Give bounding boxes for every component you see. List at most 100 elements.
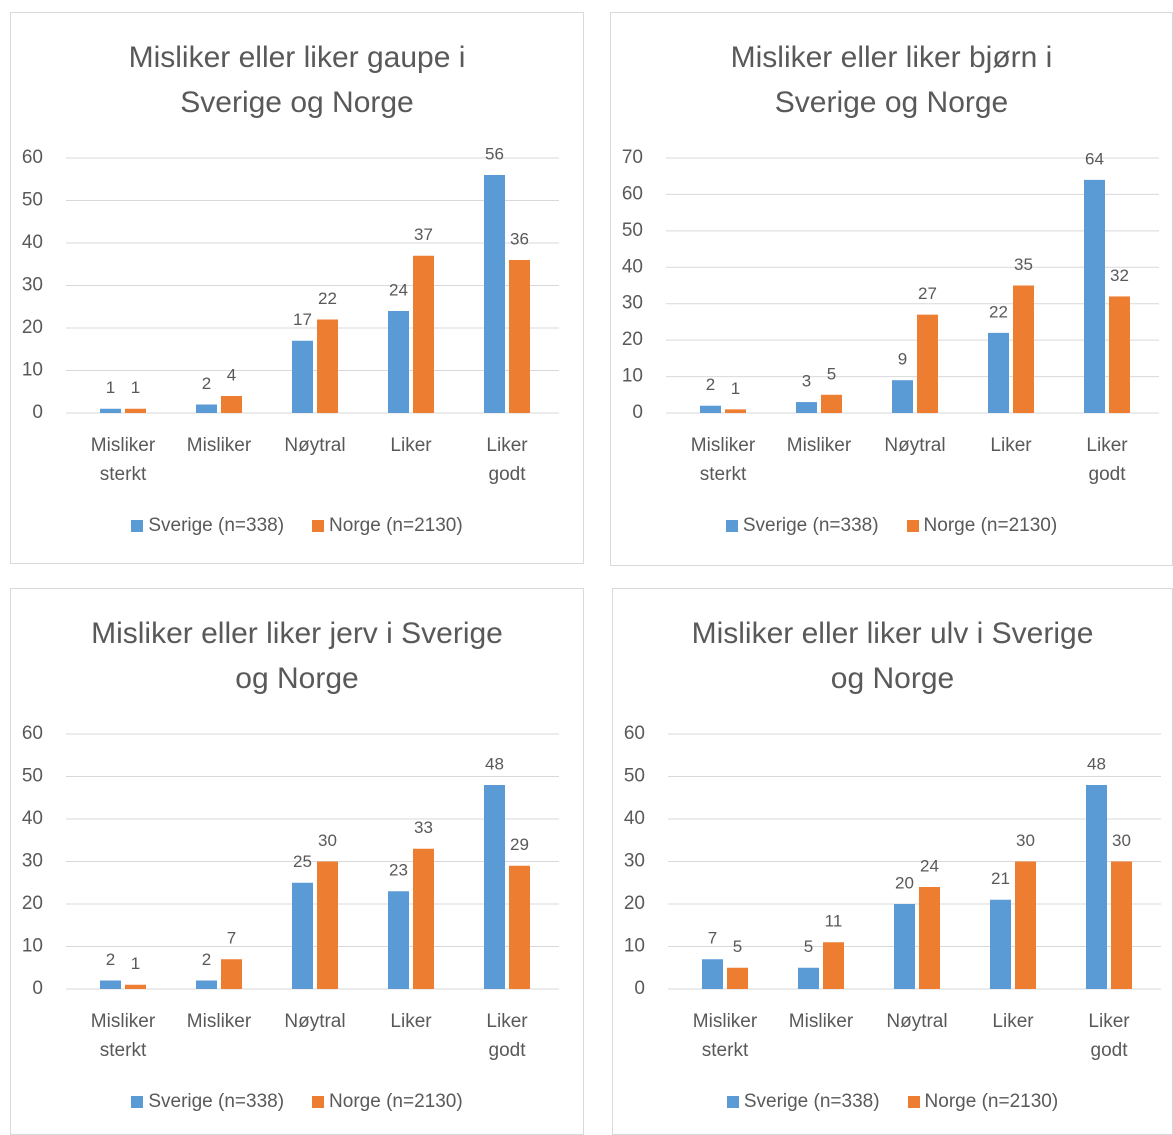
y-tick-label: 0 (634, 978, 645, 999)
y-tick-label: 10 (22, 360, 43, 381)
data-label: 9 (898, 350, 907, 369)
bar (894, 904, 915, 989)
x-tick-label: Liker (390, 1011, 432, 1032)
chart-panel: Misliker eller liker ulv i Sverige og No… (612, 588, 1173, 1135)
data-label: 24 (920, 856, 939, 875)
data-label: 2 (706, 375, 715, 394)
data-label: 48 (485, 754, 504, 773)
bar (221, 959, 242, 989)
bar (317, 319, 338, 413)
x-tick-label: Liker godt (486, 435, 528, 485)
y-tick-label: 0 (632, 402, 643, 423)
bar (125, 408, 146, 413)
data-label: 48 (1087, 754, 1106, 773)
legend-entry: Sverige (n=338) (726, 1091, 880, 1113)
legend-swatch (131, 520, 144, 532)
x-tick-label: Misliker sterkt (690, 435, 756, 485)
data-label: 25 (293, 852, 312, 871)
bar (125, 984, 146, 989)
bar (892, 380, 913, 413)
data-label: 24 (389, 280, 408, 299)
data-label: 1 (731, 379, 740, 398)
legend-swatch (131, 1096, 144, 1108)
data-label: 2 (202, 374, 211, 393)
bar (917, 314, 938, 413)
bar (1013, 285, 1034, 413)
bar (484, 785, 505, 989)
y-tick-label: 20 (22, 317, 43, 338)
x-tick-label: Misliker sterkt (692, 1011, 758, 1061)
bar (700, 405, 721, 413)
y-tick-label: 20 (622, 329, 643, 350)
y-tick-label: 50 (624, 766, 645, 787)
x-tick-label: Misliker (186, 1011, 252, 1032)
data-label: 33 (414, 818, 433, 837)
bar (221, 396, 242, 413)
legend-entry: Norge (n=2130) (312, 515, 463, 537)
legend-swatch (725, 520, 738, 532)
bar (100, 980, 121, 989)
bar (727, 967, 748, 989)
x-tick-label: Misliker sterkt (90, 1011, 156, 1061)
data-label: 20 (895, 873, 914, 892)
legend-entry: Norge (n=2130) (906, 515, 1057, 537)
legend-label: Sverige (n=338) (742, 515, 879, 536)
data-label: 17 (293, 310, 312, 329)
bar (413, 255, 434, 413)
x-tick-label: Liker godt (486, 1011, 528, 1061)
y-tick-label: 20 (22, 893, 43, 914)
legend-label: Norge (n=2130) (924, 1091, 1059, 1112)
x-tick-label: Liker (992, 1011, 1034, 1032)
data-label: 5 (733, 937, 742, 956)
bar (292, 882, 313, 989)
legend-entry: Sverige (n=338) (131, 515, 284, 537)
data-label: 32 (1110, 266, 1129, 285)
bar (484, 175, 505, 413)
y-tick-label: 50 (22, 190, 43, 211)
x-tick-label: Misliker (786, 435, 852, 456)
legend-swatch (312, 520, 325, 532)
y-tick-label: 20 (624, 893, 645, 914)
data-label: 1 (131, 378, 140, 397)
chart-title: Misliker eller liker bjørn i Sverige og … (730, 41, 1053, 119)
y-tick-label: 40 (622, 256, 643, 277)
legend-entry: Norge (n=2130) (907, 1091, 1059, 1113)
data-label: 21 (991, 869, 1010, 888)
data-label: 22 (318, 289, 337, 308)
y-tick-label: 30 (22, 851, 43, 872)
y-tick-label: 10 (624, 936, 645, 957)
data-label: 27 (918, 284, 937, 303)
chart-title: Misliker eller liker jerv i Sverige og N… (91, 617, 503, 695)
bar (821, 394, 842, 413)
bar (509, 865, 530, 989)
chart-panel: Misliker eller liker jerv i Sverige og N… (10, 588, 584, 1135)
y-tick-label: 0 (32, 978, 43, 999)
y-tick-label: 0 (32, 402, 43, 423)
legend-label: Norge (n=2130) (329, 515, 463, 536)
data-label: 30 (318, 831, 337, 850)
data-label: 56 (485, 144, 504, 163)
bar (196, 980, 217, 989)
legend-label: Sverige (n=338) (148, 1091, 285, 1112)
x-tick-label: Liker godt (1086, 435, 1128, 485)
x-tick-label: Nøytral (886, 1011, 948, 1032)
data-label: 37 (414, 225, 433, 244)
legend-swatch (312, 1096, 325, 1108)
chart-panel: Misliker eller liker bjørn i Sverige og … (610, 12, 1173, 566)
x-tick-label: Nøytral (284, 1011, 346, 1032)
data-label: 30 (1016, 831, 1035, 850)
bar (1111, 861, 1132, 989)
bar (798, 967, 819, 989)
legend-swatch (906, 520, 919, 532)
legend: Sverige (n=338) Norge (n=2130) (613, 1091, 1172, 1114)
y-tick-label: 50 (22, 766, 43, 787)
x-tick-label: Misliker (186, 435, 252, 456)
data-label: 35 (1014, 255, 1033, 274)
data-label: 5 (827, 364, 836, 383)
chart-title: Misliker eller liker gaupe i Sverige og … (128, 41, 466, 119)
x-tick-label: Liker godt (1088, 1011, 1130, 1061)
legend-label: Sverige (n=338) (743, 1091, 880, 1112)
x-tick-label: Nøytral (284, 435, 346, 456)
bar (990, 899, 1011, 989)
